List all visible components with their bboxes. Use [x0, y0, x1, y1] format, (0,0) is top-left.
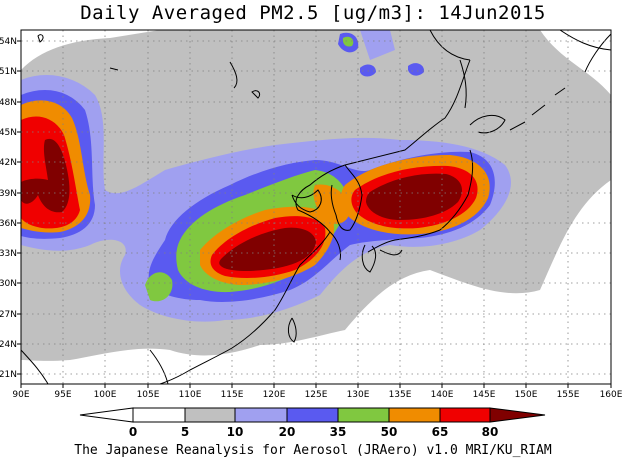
colorbar-label: 0 [129, 425, 137, 439]
contour-50-65-korea [313, 184, 351, 225]
contour-above-80-east [366, 173, 462, 220]
colorbar-label: 80 [482, 425, 499, 439]
colorbar-label: 50 [381, 425, 398, 439]
colorbar-label: 65 [432, 425, 449, 439]
lon-tick-label: 100E [94, 390, 117, 400]
colorbar-label: 10 [227, 425, 244, 439]
colorbar-segment-20-35 [286, 407, 339, 423]
lon-tick-label: 115E [221, 390, 244, 400]
coastline-china [159, 33, 611, 384]
colorbar-labels: 0 5 10 20 35 50 65 80 [129, 425, 499, 439]
lat-tick-label: 45N [0, 128, 17, 138]
contour-35-50-south [145, 272, 173, 302]
colorbar-segment-10-20 [234, 407, 288, 423]
lat-tick-label: 33N [0, 249, 17, 259]
lon-tick-label: 105E [137, 390, 160, 400]
coastline-japan-honshu [367, 149, 474, 256]
contour-above-80-china [219, 227, 316, 271]
colorbar-segment-65-80 [439, 407, 491, 423]
coastline-kurils [509, 87, 566, 131]
lat-tick-label: 48N [0, 98, 17, 108]
lon-tick-label: 90E [12, 390, 29, 400]
lat-tick-label: 21N [0, 370, 17, 380]
colorbar-label: 35 [330, 425, 347, 439]
colorbar-segment-5-10 [184, 407, 236, 423]
coastline-bay-bohai [291, 189, 322, 213]
lat-tick-label: 51N [0, 67, 17, 77]
lon-tick-label: 160E [600, 390, 623, 400]
lat-tick-label: 27N [0, 310, 17, 320]
map-title: Daily Averaged PM2.5 [ug/m3]: 14Jun2015 [80, 2, 546, 24]
lat-tick-marks [17, 40, 21, 375]
contour-above-80-west [21, 138, 70, 213]
colorbar-label: 20 [279, 425, 296, 439]
lon-tick-label: 145E [473, 390, 496, 400]
contour-35-50-north [342, 36, 354, 47]
lat-tick-label: 30N [0, 279, 17, 289]
lat-tick-label: 24N [0, 340, 17, 350]
lon-tick-label: 140E [431, 390, 454, 400]
lon-tick-label: 135E [389, 390, 412, 400]
coastline-sakhalin [459, 59, 467, 109]
colorbar-below-arrow [79, 407, 134, 423]
concentration-field [21, 30, 611, 384]
coastline-mongolia-lake [251, 90, 261, 99]
coastline-yellow-sea [329, 231, 341, 261]
lon-tick-label: 95E [54, 390, 71, 400]
colorbar-segment-50-65 [388, 407, 441, 423]
coastline-south-asia [21, 349, 49, 384]
coastline-lake-baikal [229, 61, 238, 89]
lon-tick-labels: 90E 95E 100E 105E 110E 115E 120E 125E 13… [12, 390, 622, 400]
lat-tick-labels: 21N 24N 27N 30N 33N 36N 39N 42N 45N 48N … [0, 37, 17, 380]
colorbar-segment-35-50 [337, 407, 390, 423]
lon-tick-label: 125E [305, 390, 328, 400]
colorbar [79, 407, 546, 423]
data-credit: The Japanese Reanalysis for Aerosol (JRA… [74, 443, 552, 458]
contour-10-20-east [360, 30, 395, 60]
graticule [21, 30, 611, 384]
coastlines [21, 30, 611, 384]
lon-tick-label: 155E [557, 390, 580, 400]
lat-tick-label: 36N [0, 219, 17, 229]
coastline-japan-hokkaido [469, 114, 506, 134]
lon-tick-marks [20, 384, 612, 388]
coastline-kamchatka [559, 30, 611, 51]
colorbar-label: 5 [181, 425, 189, 439]
lon-tick-label: 120E [263, 390, 286, 400]
coastline-korea [330, 164, 363, 231]
coastline-japan-kyushu [361, 244, 377, 273]
colorbar-segment-0-5 [132, 407, 186, 423]
lon-tick-label: 150E [515, 390, 538, 400]
lon-tick-label: 130E [347, 390, 370, 400]
lat-tick-label: 42N [0, 158, 17, 168]
coastline-okhotsk [429, 30, 471, 61]
coastline-west-lakes [37, 34, 119, 71]
lat-tick-label: 54N [0, 37, 17, 47]
contour-20-35-north-b [360, 64, 376, 77]
contour-20-35-north-c [408, 63, 425, 76]
coastline-taiwan [287, 317, 297, 343]
coastline-vietnam [149, 349, 169, 384]
colorbar-above-arrow [489, 407, 546, 423]
lat-tick-label: 39N [0, 189, 17, 199]
lon-tick-label: 110E [179, 390, 202, 400]
